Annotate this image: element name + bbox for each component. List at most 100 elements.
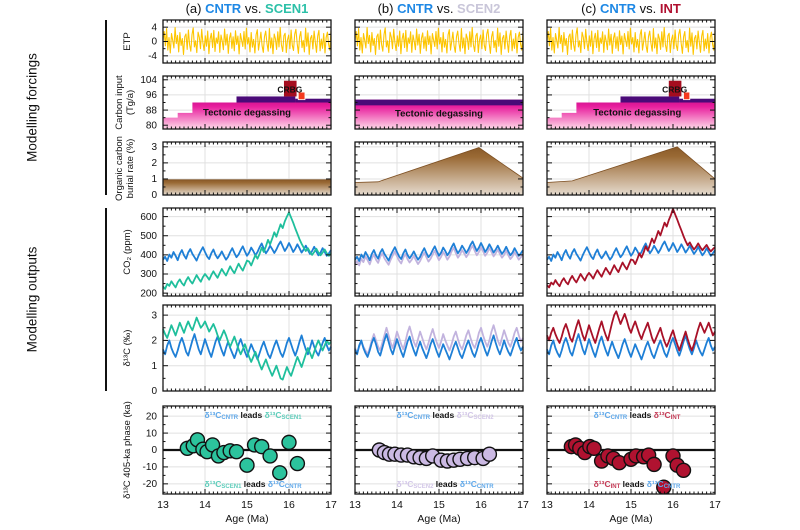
phase-dot — [646, 456, 662, 473]
co2_int-line — [546, 207, 716, 289]
outputs-bracket — [105, 208, 107, 391]
title-scenario: INT — [659, 1, 681, 16]
panel-a-carbon: CRBG Tectonic degassing 104 96 88 80 Carbon in… — [114, 75, 332, 131]
y-tick-label: 500 — [140, 231, 157, 242]
y-tick-label: 1 — [151, 174, 157, 185]
panel-c-d13c — [546, 304, 716, 392]
etp-line — [162, 26, 332, 55]
title-scenario: SCEN1 — [265, 1, 309, 16]
title-vs: vs. — [636, 1, 660, 16]
phase-dot — [675, 462, 692, 479]
group-label-outputs: Modelling outputs — [24, 246, 40, 353]
x-tick-label: 16 — [475, 499, 487, 511]
d13c_int-line — [546, 310, 716, 352]
y-tick-label: 600 — [140, 212, 157, 223]
title-cntr: CNTR — [599, 1, 637, 16]
phase-dot — [656, 479, 672, 494]
tectonic-degassing-label: Tectonic degassing — [593, 107, 681, 118]
group-label-forcings: Modelling forcings — [24, 53, 40, 162]
title-vs: vs. — [433, 1, 458, 16]
phase-dot — [281, 434, 297, 451]
y-tick-label: 0 — [151, 445, 157, 456]
y-axis-label: Carbon input — [114, 75, 125, 130]
title-prefix: (c) — [581, 1, 600, 16]
y-tick-label: 1 — [151, 361, 157, 372]
panel-a-phase: δ¹³CCNTR leads δ¹³CSCEN1 δ¹³CSCEN1 leads … — [122, 401, 337, 525]
panel-b-organic — [354, 141, 524, 196]
panel-c-co2 — [546, 207, 716, 297]
x-tick-label: 15 — [241, 499, 253, 511]
column-title-a: (a) CNTR vs. SCEN1 — [163, 1, 331, 17]
y-axis-label: (Tg/a) — [125, 90, 136, 115]
y-tick-label: 3 — [151, 310, 157, 321]
y-tick-label: 2 — [151, 158, 157, 169]
y-axis-label: Organic carbon — [114, 136, 125, 201]
x-axis-label: Age (Ma) — [609, 513, 652, 525]
x-tick-label: 17 — [709, 499, 721, 511]
y-axis-label: CO₂ (ppm) — [122, 229, 133, 274]
title-vs: vs. — [241, 1, 266, 16]
panel-c-organic — [546, 141, 716, 196]
x-tick-label: 14 — [391, 499, 403, 511]
y-tick-label: 88 — [146, 105, 158, 116]
phase-annotation-bottom: δ¹³CINT leads δ¹³CCNTR — [594, 479, 681, 490]
y-tick-label: 0 — [151, 386, 157, 397]
title-cntr: CNTR — [205, 1, 242, 16]
x-tick-label: 17 — [325, 499, 337, 511]
y-axis-label: δ¹³C 405-ka phase (ka) — [122, 401, 133, 499]
phase-dot — [228, 443, 245, 460]
y-axis-label: burial rate (%) — [125, 139, 136, 199]
y-tick-label: 96 — [146, 90, 158, 101]
y-tick-label: 2 — [151, 336, 157, 347]
y-tick-label: 0 — [151, 190, 157, 201]
panel-b-carbon: Tectonic degassing — [354, 75, 524, 130]
tectonic-degassing-label: Tectonic degassing — [203, 107, 291, 118]
x-tick-label: 16 — [667, 499, 679, 511]
panel-b-phase: δ¹³CCNTR leads δ¹³CSCEN2 δ¹³CSCEN2 leads … — [349, 405, 529, 525]
x-tick-label: 15 — [625, 499, 637, 511]
title-prefix: (a) — [185, 1, 206, 16]
y-tick-label: 300 — [140, 269, 157, 280]
column-title-c: (c) CNTR vs. INT — [547, 1, 715, 17]
panel-c-etp — [546, 19, 716, 64]
panel-c-phase: δ¹³CCNTR leads δ¹³CINT δ¹³CINT leads δ¹³C… — [541, 405, 721, 525]
title-prefix: (b) — [377, 1, 398, 16]
phase-annotation-bottom: δ¹³CSCEN1 leads δ¹³CCNTR — [204, 479, 302, 490]
y-tick-label: 10 — [146, 428, 158, 439]
phase-annotation-top: δ¹³CCNTR leads δ¹³CSCEN1 — [204, 410, 302, 421]
panel-b-etp — [354, 19, 524, 64]
d13c_scen2-line — [354, 324, 524, 356]
y-tick-label: 3 — [151, 142, 157, 153]
phase-dot — [272, 465, 288, 481]
panel-a-d13c: 3 2 1 0 δ¹³C (‰) — [122, 304, 332, 397]
d13c_scen1-line — [162, 316, 332, 381]
x-tick-label: 14 — [199, 499, 211, 511]
y-tick-label: -20 — [143, 479, 158, 490]
forcings-bracket — [105, 20, 107, 195]
phase-dot — [586, 440, 602, 457]
x-tick-label: 13 — [349, 499, 361, 511]
etp-line — [354, 26, 524, 55]
co2_cntr-line — [354, 240, 524, 262]
phase-annotation-bottom: δ¹³CSCEN2 leads δ¹³CCNTR — [396, 479, 494, 490]
x-tick-label: 13 — [541, 499, 553, 511]
column-title-b: (b) CNTR vs. SCEN2 — [355, 1, 523, 17]
d13c_cntr-line — [546, 333, 716, 361]
title-cntr: CNTR — [397, 1, 434, 16]
y-tick-label: -4 — [148, 51, 157, 62]
y-tick-label: 400 — [140, 250, 157, 261]
y-tick-label: 0 — [151, 37, 157, 48]
panel-b-co2 — [354, 207, 524, 297]
etp-line — [546, 26, 716, 55]
y-tick-label: 104 — [140, 75, 157, 86]
x-tick-label: 15 — [433, 499, 445, 511]
y-tick-label: 4 — [151, 22, 157, 33]
phase-dot — [481, 446, 498, 462]
x-axis-label: Age (Ma) — [417, 513, 460, 525]
crbg-label: CRBG — [662, 85, 687, 95]
x-tick-label: 16 — [283, 499, 295, 511]
panel-a-organic: 3 2 1 0 Organic carbon burial rate (%) — [114, 136, 332, 201]
phase-dot — [239, 457, 255, 473]
